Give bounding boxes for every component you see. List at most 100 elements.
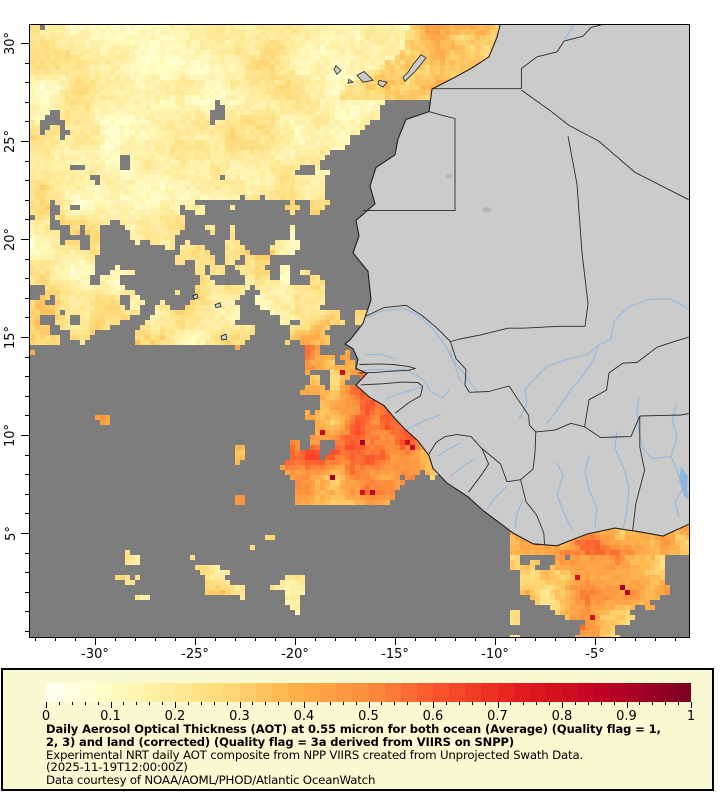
colorbar-step [626,683,643,702]
y-axis-tick [21,141,29,143]
colorbar-tick [162,702,164,705]
y-axis-tick [21,337,29,339]
colorbar-tick [549,702,551,705]
colorbar-tick [136,702,138,705]
x-axis-tick [515,637,516,641]
colorbar-step [352,683,369,702]
x-axis-tick [195,637,196,645]
colorbar-step [239,683,256,702]
y-axis-tick [25,278,29,280]
y-axis-tick [25,82,29,84]
x-axis-tick [355,637,356,641]
colorbar-step [400,683,417,702]
colorbar-tick [523,702,525,705]
legend-panel: 0 0.1 0.2 0.3 0.4 0.5 0.6 0.7 0.8 0.9 1 Daily Aero… [1,668,714,791]
colorbar-step [158,683,175,702]
x-axis-tick [535,637,536,641]
colorbar-step [529,683,546,702]
y-axis-tick [25,101,29,103]
x-axis-tick [35,637,36,641]
x-axis-tick-label: -5° [585,647,605,662]
colorbar-tick [420,702,422,705]
colorbar-step [46,683,63,702]
colorbar-tick [445,702,447,705]
colorbar-tick [291,702,293,705]
x-axis-tick [575,637,576,641]
colorbar-tick [110,702,112,708]
colorbar-tick [84,702,86,705]
colorbar-step [271,683,288,702]
colorbar-tick-label: 0.9 [616,709,637,724]
colorbar-step [94,683,111,702]
y-axis-tick [21,43,29,45]
x-axis-tick [335,637,336,641]
x-axis-tick [395,637,396,645]
colorbar-tick [226,702,228,705]
colorbar-step [142,683,159,702]
colorbar-step [481,683,498,702]
colorbar-tick [613,702,615,705]
x-axis-tick [455,637,456,641]
colorbar-tick [381,702,383,705]
colorbar-tick [394,702,396,705]
colorbar-tick [304,702,305,708]
caption-title-line2: 2, 3) and land (corrected) (Quality flag… [46,735,515,749]
y-axis-tick [21,435,29,437]
x-axis-tick [275,637,276,641]
colorbar-tick [587,702,589,705]
colorbar-tick-label: 0.3 [229,709,250,724]
y-axis-tick [25,552,29,554]
colorbar-step [562,683,579,702]
colorbar-tick [239,702,241,708]
x-axis-tick [315,637,316,641]
colorbar-tick [329,702,331,705]
y-axis-tick [25,572,29,574]
colorbar-tick [510,702,512,705]
colorbar-step [110,683,127,702]
map-frame [29,24,690,638]
x-axis-tick [595,637,596,645]
x-axis-tick [415,637,416,641]
x-axis-tick [155,637,156,641]
colorbar-tick [316,702,318,705]
colorbar-tick [187,702,189,705]
colorbar [46,683,691,702]
colorbar-tick [58,702,60,705]
colorbar-tick [652,702,654,705]
y-axis-tick-label-text: 10° [3,423,19,447]
colorbar-step [433,683,450,702]
y-axis-tick [25,160,29,162]
colorbar-step [207,683,224,702]
y-axis-tick [25,493,29,495]
x-axis-tick [75,637,76,641]
y-axis-tick [25,121,29,123]
y-axis-tick-label: 30° [2,21,20,65]
y-axis-tick-label-text: 20° [3,227,19,251]
x-axis-tick [495,637,496,645]
colorbar-step [449,683,466,702]
colorbar-tick [471,702,473,705]
y-axis-tick-label-text: 15° [3,325,19,349]
y-axis-tick [25,591,29,593]
y-axis-tick-label: 5° [2,511,20,555]
y-axis-tick [25,180,29,182]
colorbar-step [368,683,385,702]
colorbar-tick [368,702,370,708]
colorbar-tick-label: 0.8 [551,709,573,724]
colorbar-tick-label: 1 [686,709,696,724]
y-axis-tick [25,356,29,358]
x-axis-tick [375,637,376,641]
colorbar-step [594,683,611,702]
y-axis-tick [25,513,29,515]
colorbar-tick-label: 0.1 [100,709,121,724]
colorbar-step [658,683,675,702]
x-axis-tick [255,637,256,641]
colorbar-tick [97,702,99,705]
x-axis-tick [235,637,236,641]
y-axis-tick [21,533,29,535]
colorbar-tick [600,702,602,705]
colorbar-tick [355,702,357,705]
colorbar-tick [484,702,486,705]
colorbar-step [336,683,353,702]
x-axis-tick [675,637,676,641]
